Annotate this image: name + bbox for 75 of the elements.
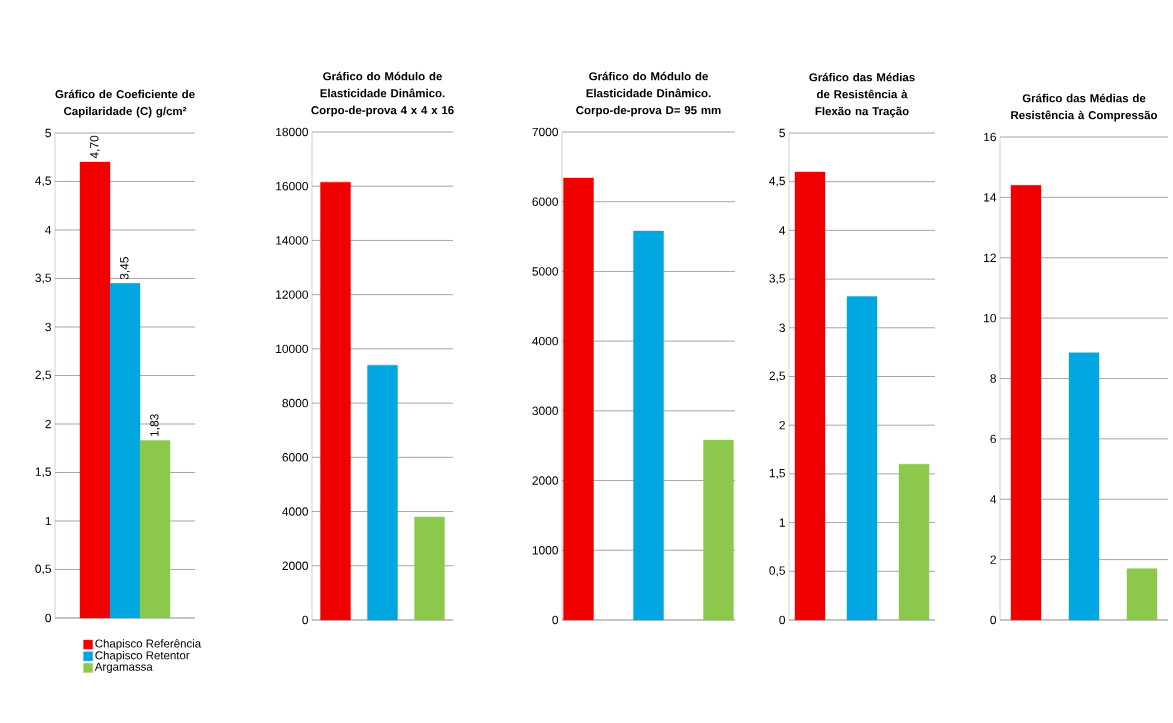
- y-tick-label: 18000: [276, 127, 309, 137]
- bar: [794, 171, 826, 621]
- y-tick-label: 10: [984, 313, 997, 323]
- y-tick-label: 3,5: [35, 273, 51, 284]
- y-tick-label: 5000: [532, 267, 559, 276]
- bar: [139, 440, 171, 619]
- chart-title: Gráfico de Coeficiente de Capilaridade (C) g/cm²: [55, 89, 195, 118]
- y-tick-label: 4: [779, 226, 786, 235]
- y-tick-label: 6: [990, 434, 996, 444]
- chart-title: Gráfico do Módulo de Elasticidade Dinâmico. Corpo-de-prova 4 x 4 x 16: [311, 71, 454, 117]
- y-tick-label: 4000: [282, 507, 309, 516]
- y-tick-label: 7000: [532, 127, 559, 137]
- y-tick-label: 12: [984, 253, 996, 262]
- chart-title: Gráfico do Módulo de Elasticidade Dinâmico. Corpo-de-prova D= 95 mm: [576, 71, 721, 117]
- bar: [563, 177, 594, 621]
- y-tick-label: 3000: [532, 406, 559, 416]
- y-tick-label: 14000: [276, 236, 309, 245]
- bar: [1010, 185, 1042, 621]
- y-tick-label: 2,5: [769, 371, 785, 382]
- y-tick-label: 2: [45, 419, 51, 429]
- y-tick-label: 4: [45, 225, 52, 235]
- y-tick-label: 10000: [276, 344, 309, 354]
- chart-title: Gráfico das Médias de Resistência à Compressão: [1011, 93, 1158, 122]
- y-tick-label: 5: [779, 128, 785, 138]
- y-tick-label: 6000: [282, 453, 309, 462]
- legend-label: Chapisco Referência: [95, 639, 202, 650]
- bar: [703, 439, 734, 621]
- bar: [79, 161, 111, 619]
- y-tick-label: 16: [984, 132, 996, 142]
- bar: [367, 364, 398, 621]
- y-tick-label: 2: [990, 555, 996, 564]
- y-tick-label: 2000: [532, 476, 559, 485]
- bar: [1068, 352, 1100, 621]
- y-tick-label: 2,5: [35, 370, 51, 381]
- y-tick-label: 0: [779, 615, 786, 625]
- bar: [109, 283, 141, 619]
- bar: [1126, 568, 1158, 621]
- y-tick-label: 1,5: [35, 467, 51, 478]
- y-tick-label: 1: [45, 516, 51, 526]
- bar: [633, 230, 664, 621]
- y-tick-label: 4: [990, 495, 997, 504]
- legend-label: Chapisco Retentor: [95, 650, 190, 662]
- y-tick-label: 3,5: [769, 274, 785, 285]
- data-label: 1,83: [150, 414, 160, 437]
- y-tick-label: 3: [779, 323, 785, 333]
- y-tick-label: 2: [779, 421, 785, 430]
- y-tick-label: 0,5: [35, 564, 51, 575]
- y-tick-label: 3: [45, 322, 51, 332]
- chart-title: Gráfico das Médias de Resistência à Flexão na Tração: [809, 72, 915, 118]
- legend-label: Argamassa: [94, 662, 153, 673]
- bar: [898, 463, 930, 621]
- y-tick-label: 0: [990, 615, 997, 625]
- data-label: 4,70: [90, 135, 100, 159]
- y-tick-label: 8: [990, 374, 996, 383]
- y-tick-label: 12000: [276, 290, 309, 299]
- y-tick-label: 14: [984, 193, 997, 202]
- y-tick-label: 6000: [532, 197, 559, 206]
- y-tick-label: 2000: [282, 561, 309, 570]
- y-tick-label: 8000: [282, 398, 309, 408]
- y-tick-label: 5: [45, 128, 51, 138]
- y-tick-label: 4000: [532, 336, 559, 346]
- bar: [320, 181, 351, 621]
- y-tick-label: 0: [45, 613, 52, 623]
- y-tick-label: 4,5: [769, 176, 785, 187]
- y-tick-label: 16000: [276, 181, 309, 191]
- y-tick-label: 0: [552, 615, 559, 625]
- y-tick-label: 0,5: [769, 566, 785, 577]
- y-tick-label: 0: [302, 615, 309, 625]
- bar: [414, 516, 445, 621]
- y-tick-label: 4,5: [35, 176, 51, 187]
- data-label: 3,45: [120, 257, 130, 280]
- y-tick-label: 1,5: [769, 469, 785, 479]
- y-tick-label: 1000: [532, 546, 559, 555]
- y-tick-label: 1: [779, 518, 785, 527]
- bar: [846, 296, 878, 621]
